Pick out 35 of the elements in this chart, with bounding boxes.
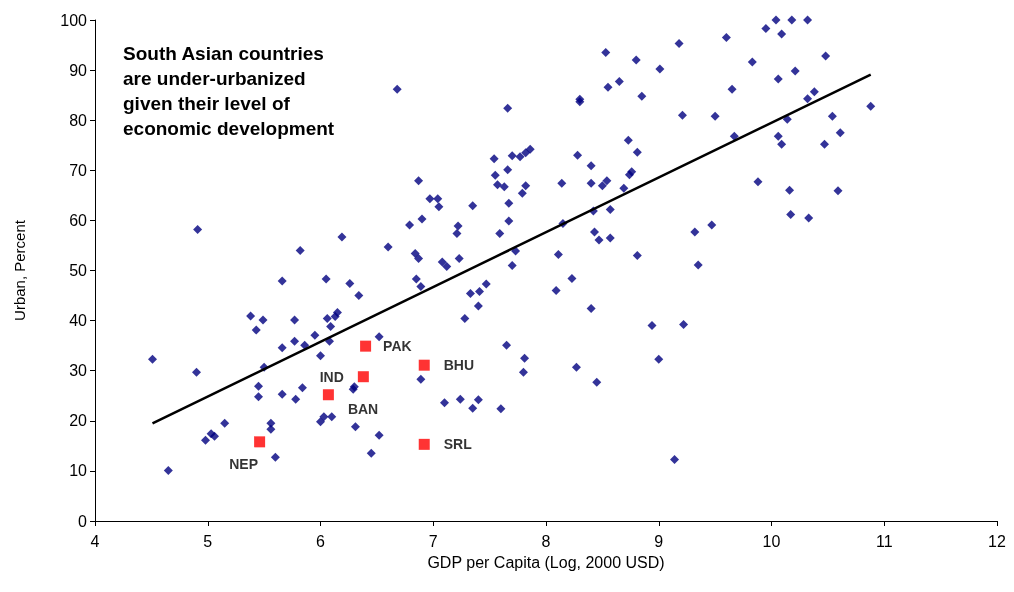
data-label: BHU [443, 357, 475, 374]
data-label: SRL [443, 436, 473, 453]
data-label: PAK [383, 338, 412, 355]
y-tick-label: 50 [69, 262, 88, 279]
text: South Asian countries are under-urbanized given their level of economic development [123, 43, 335, 139]
x-tick-label: 11 [875, 532, 893, 550]
y-tick-label: 30 [69, 362, 88, 380]
y-tick-label: 90 [69, 61, 88, 79]
y-tick-label: 70 [69, 161, 88, 179]
y-tick-label: 20 [69, 412, 88, 430]
point [360, 340, 372, 352]
data-label: IND [319, 368, 344, 385]
point [254, 436, 266, 448]
x-tick-label: 5 [203, 532, 213, 550]
point [418, 359, 430, 371]
x-tick-label: 9 [654, 532, 664, 550]
x-axis-title: GDP per Capita (Log, 2000 USD) [427, 553, 665, 571]
y-tick-label: 40 [69, 312, 88, 330]
data-label: NEP [229, 456, 259, 473]
y-tick-label: 10 [69, 462, 88, 480]
y-axis-title: Urban, Percent [11, 219, 28, 321]
point [357, 371, 369, 383]
y-tick-label: 0 [78, 512, 88, 530]
data-label: BAN [347, 400, 379, 417]
y-tick-label: 60 [69, 211, 88, 229]
x-tick-label: 12 [988, 532, 1006, 550]
point [418, 438, 430, 450]
x-tick-label: 6 [316, 532, 326, 550]
x-tick-label: 4 [90, 532, 100, 550]
y-tick-label: 100 [60, 11, 88, 29]
point [322, 389, 334, 401]
x-tick-label: 7 [428, 532, 438, 550]
y-tick-label: 80 [69, 111, 88, 129]
x-tick-label: 10 [762, 532, 781, 550]
x-tick-label: 8 [541, 532, 551, 550]
